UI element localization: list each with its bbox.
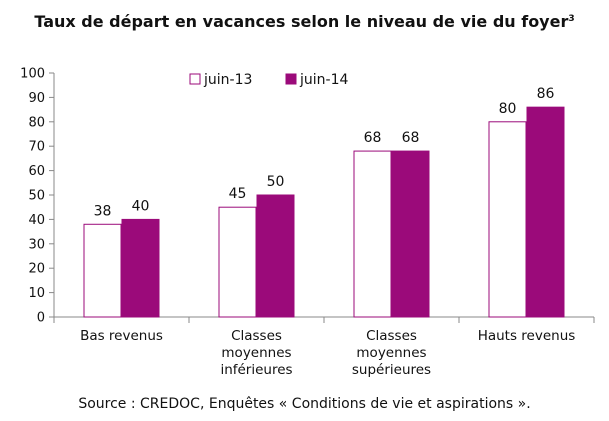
bar-juin-14-2: [391, 150, 430, 318]
category-label-line: Hauts revenus: [478, 328, 576, 344]
data-label: 45: [229, 186, 247, 202]
chart-title-note: 3: [568, 14, 575, 24]
data-label: 40: [132, 198, 150, 214]
y-tick-label: 0: [37, 311, 45, 326]
data-label: 80: [499, 101, 517, 117]
bar-juin-14-1: [256, 194, 295, 318]
y-tick-label: 70: [28, 140, 45, 155]
category-label-line: supérieures: [352, 362, 431, 378]
chart-title: Taux de départ en vacances selon le nive…: [0, 12, 609, 31]
source-note: Source : CREDOC, Enquêtes « Conditions d…: [78, 396, 531, 412]
data-label: 86: [537, 86, 555, 102]
category-label-line: Bas revenus: [80, 328, 163, 344]
data-label: 68: [364, 130, 382, 146]
category-label-line: moyennes: [221, 345, 291, 361]
category-label: Classes moyennes supérieures: [352, 328, 431, 378]
category-label: Bas revenus: [80, 328, 163, 344]
bar-juin-13-2: [353, 150, 392, 318]
y-tick-label: 40: [28, 213, 45, 228]
axes: 0 10 20 30 40 50 60 70 80 90 100 Bas revenus Classes…: [20, 67, 595, 378]
legend: juin-13 juin-14: [189, 72, 348, 88]
legend-label: juin-13: [203, 72, 252, 88]
category-label-line: Classes: [366, 328, 417, 344]
category-label: Hauts revenus: [478, 328, 576, 344]
legend-label: juin-14: [299, 72, 348, 88]
y-tick-label: 80: [28, 115, 45, 130]
y-tick-label: 10: [28, 286, 45, 301]
bar-juin-13-0: [83, 223, 122, 318]
bar-juin-13-3: [488, 121, 527, 318]
data-labels: 38 40 45 50 68 68 80 86: [94, 86, 555, 219]
y-tick-label: 60: [28, 164, 45, 179]
legend-swatch-juin-14: [285, 73, 297, 85]
category-label-line: inférieures: [220, 362, 292, 378]
y-tick-label: 30: [28, 237, 45, 252]
category-label-line: moyennes: [356, 345, 426, 361]
y-tick-label: 20: [28, 262, 45, 277]
bar-juin-13-1: [218, 206, 257, 318]
category-label-line: Classes: [231, 328, 282, 344]
legend-swatch-juin-13: [189, 73, 201, 85]
chart-title-text: Taux de départ en vacances selon le nive…: [34, 12, 569, 31]
bar-juin-14-3: [526, 106, 565, 318]
y-tick-label: 90: [28, 91, 45, 106]
category-label: Classes moyennes inférieures: [220, 328, 292, 378]
bar-juin-14-0: [121, 218, 160, 318]
y-tick-label: 100: [20, 67, 45, 82]
y-tick-label: 50: [28, 189, 45, 204]
data-label: 38: [94, 203, 112, 219]
data-label: 68: [402, 130, 420, 146]
data-label: 50: [267, 174, 285, 190]
bars: [83, 106, 565, 318]
